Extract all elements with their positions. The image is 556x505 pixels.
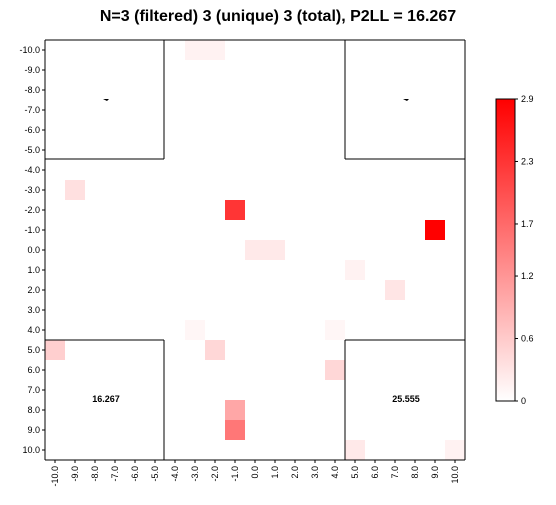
x-tick-label: -10.0	[50, 466, 60, 487]
y-tick-label: 3.0	[27, 305, 40, 315]
marker-top-right	[403, 99, 409, 101]
colorbar: 2.9 2.3 1.7 1.2 0.6 0	[495, 94, 534, 406]
heatmap-cell	[345, 440, 365, 460]
heatmap-cell	[445, 440, 465, 460]
colorbar-tick-label: 2.3	[521, 156, 534, 166]
heatmap-cell	[225, 200, 245, 220]
y-tick-label: -1.0	[24, 225, 40, 235]
heatmap-cell	[425, 220, 445, 240]
x-tick-label: 1.0	[270, 466, 280, 479]
heatmap-cell	[65, 180, 85, 200]
colorbar-tick-label: 0	[521, 396, 526, 406]
heatmap-cell	[185, 40, 205, 60]
x-tick-label: -5.0	[150, 466, 160, 482]
x-tick-label: -9.0	[70, 466, 80, 482]
annotations: 16.267 25.555	[92, 394, 420, 404]
heatmap-cell	[45, 340, 65, 360]
x-tick-label: -3.0	[190, 466, 200, 482]
x-tick-label: 6.0	[370, 466, 380, 479]
x-tick-label: 4.0	[330, 466, 340, 479]
x-tick-label: -8.0	[90, 466, 100, 482]
colorbar-gradient	[495, 98, 516, 402]
marker-top-left	[103, 99, 109, 101]
y-axis-ticks: -10.0 -9.0 -8.0 -7.0 -6.0 -5.0 -4.0 -3.0 -2.0 -1.…	[19, 45, 45, 455]
heatmap-cell	[245, 240, 265, 260]
colorbar-tick-label: 2.9	[521, 94, 534, 104]
x-tick-label: 9.0	[430, 466, 440, 479]
heatmap-cell	[185, 320, 205, 340]
y-tick-label: -6.0	[24, 125, 40, 135]
annotation-left-value: 16.267	[92, 394, 120, 404]
heatmap-cell	[385, 280, 405, 300]
x-tick-label: 2.0	[290, 466, 300, 479]
colorbar-tick-label: 0.6	[521, 334, 534, 344]
y-tick-label: 5.0	[27, 345, 40, 355]
heatmap-cell	[325, 360, 345, 380]
y-tick-label: 9.0	[27, 425, 40, 435]
y-tick-label: 8.0	[27, 405, 40, 415]
x-tick-label: 0.0	[250, 466, 260, 479]
heatmap-cell	[205, 40, 225, 60]
y-tick-label: -10.0	[19, 45, 40, 55]
annotation-right-value: 25.555	[392, 394, 420, 404]
y-tick-label: -2.0	[24, 205, 40, 215]
x-tick-label: 8.0	[410, 466, 420, 479]
y-tick-label: -9.0	[24, 65, 40, 75]
y-tick-label: -3.0	[24, 185, 40, 195]
y-tick-label: 0.0	[27, 245, 40, 255]
x-tick-label: 3.0	[310, 466, 320, 479]
x-tick-label: -2.0	[210, 466, 220, 482]
x-tick-label: -4.0	[170, 466, 180, 482]
y-tick-label: 6.0	[27, 365, 40, 375]
y-tick-label: 1.0	[27, 265, 40, 275]
x-tick-label: 10.0	[450, 466, 460, 484]
x-tick-label: 7.0	[390, 466, 400, 479]
heatmap-cell	[205, 340, 225, 360]
heatmap-cell	[225, 400, 245, 420]
y-tick-label: 10.0	[22, 445, 40, 455]
heatmap-cell	[225, 420, 245, 440]
y-tick-label: 2.0	[27, 285, 40, 295]
y-tick-label: 7.0	[27, 385, 40, 395]
y-tick-label: 4.0	[27, 325, 40, 335]
colorbar-tick-label: 1.7	[521, 219, 534, 229]
heatmap-cell	[265, 240, 285, 260]
y-tick-label: -7.0	[24, 105, 40, 115]
x-tick-label: -7.0	[110, 466, 120, 482]
x-tick-label: -1.0	[230, 466, 240, 482]
heatmap-cell	[325, 320, 345, 340]
colorbar-tick-label: 1.2	[521, 271, 534, 281]
heatmap-cell	[345, 260, 365, 280]
cells-layer	[45, 40, 465, 460]
y-tick-label: -5.0	[24, 145, 40, 155]
y-tick-label: -8.0	[24, 85, 40, 95]
x-axis-ticks: -10.0 -9.0 -8.0 -7.0 -6.0 -5.0 -4.0 -3.0 -2.0 -1.…	[50, 460, 460, 487]
y-tick-label: -4.0	[24, 165, 40, 175]
x-tick-label: 5.0	[350, 466, 360, 479]
x-tick-label: -6.0	[130, 466, 140, 482]
chart-title: N=3 (filtered) 3 (unique) 3 (total), P2L…	[99, 8, 457, 25]
